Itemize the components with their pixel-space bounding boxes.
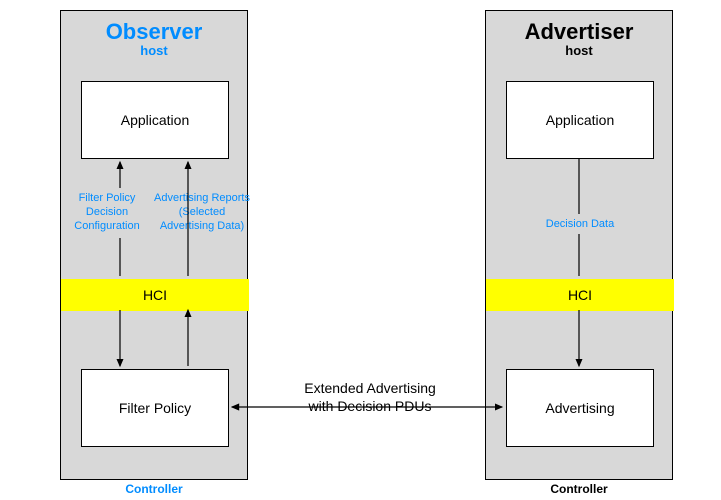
advertiser-application-label: Application (546, 112, 615, 128)
advertiser-advertising-label: Advertising (545, 400, 614, 416)
center-label-line2: with Decision PDUs (270, 398, 470, 414)
observer-hci-label: HCI (143, 287, 167, 303)
advertiser-host-box: Advertiser host Application HCI Advertis… (485, 10, 673, 480)
advertiser-controller-label: Controller (485, 482, 673, 496)
observer-hci-bar: HCI (61, 279, 249, 311)
observer-sub: host (61, 43, 247, 58)
advertiser-hci-bar: HCI (486, 279, 674, 311)
observer-application-label: Application (121, 112, 190, 128)
advertiser-decision-data-label: Decision Data (540, 218, 620, 232)
observer-arrow-right-label: Advertising Reports (Selected Advertisin… (152, 192, 252, 233)
advertiser-sub: host (486, 43, 672, 58)
observer-arrow-left-label: Filter Policy Decision Configuration (72, 192, 142, 233)
observer-filter-policy-label: Filter Policy (119, 400, 191, 416)
observer-title: Observer (61, 19, 247, 45)
observer-application-box: Application (81, 81, 229, 159)
advertiser-advertising-box: Advertising (506, 369, 654, 447)
advertiser-application-box: Application (506, 81, 654, 159)
center-label-line1: Extended Advertising (270, 380, 470, 396)
advertiser-title: Advertiser (486, 19, 672, 45)
observer-filter-policy-box: Filter Policy (81, 369, 229, 447)
advertiser-hci-label: HCI (568, 287, 592, 303)
observer-controller-label: Controller (60, 482, 248, 496)
observer-host-box: Observer host Application HCI Filter Pol… (60, 10, 248, 480)
